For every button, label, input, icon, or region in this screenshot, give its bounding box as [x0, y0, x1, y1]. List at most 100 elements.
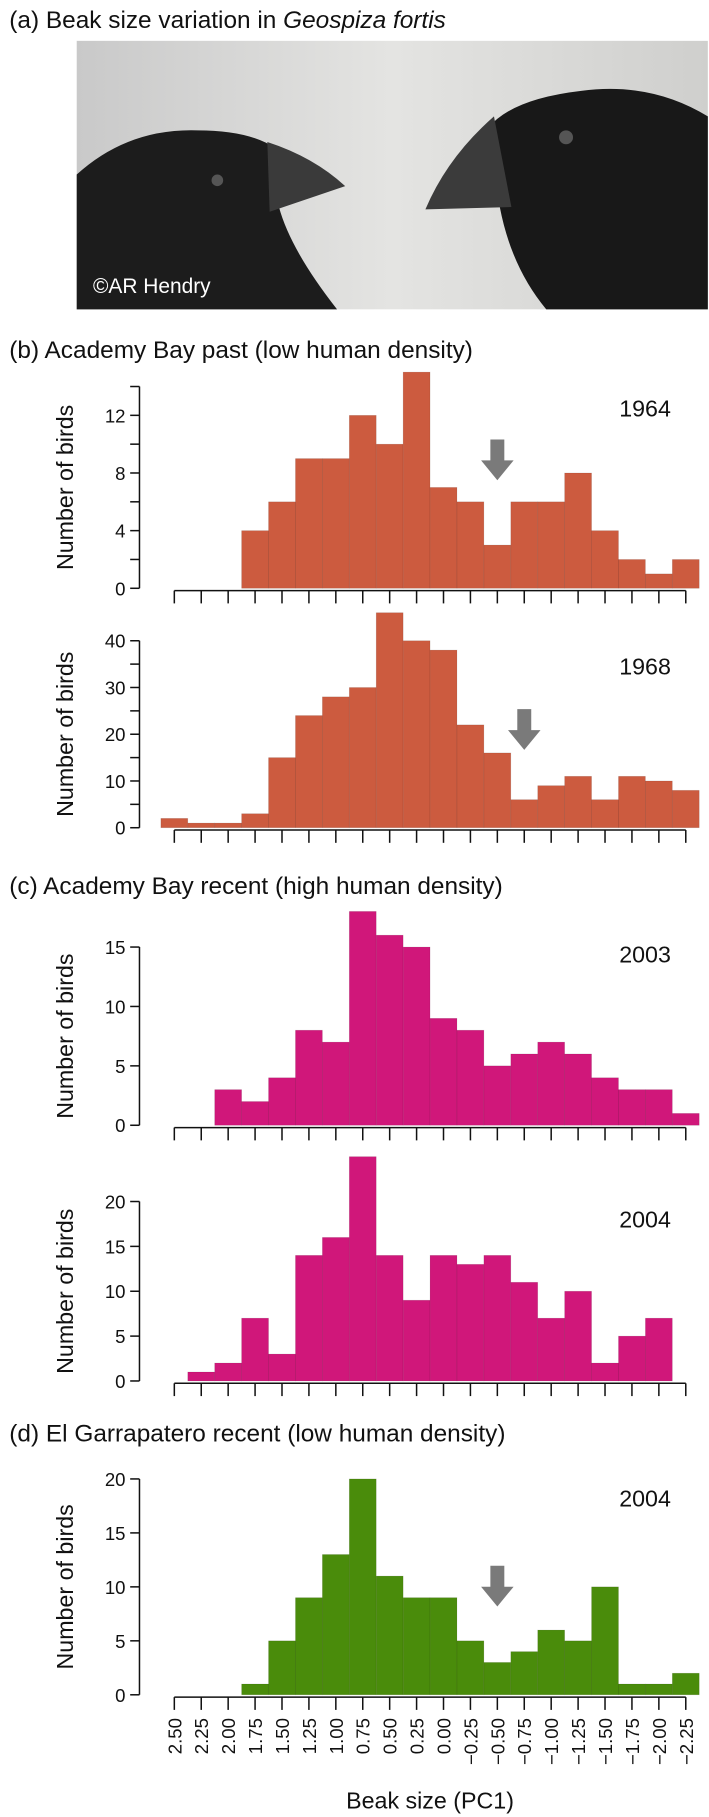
- x-tick-label: 1.00: [326, 1718, 347, 1754]
- x-tick-label: −2.00: [649, 1718, 670, 1765]
- bar: [322, 458, 350, 589]
- bar: [456, 724, 485, 829]
- bar: [241, 530, 269, 589]
- bar: [483, 752, 512, 829]
- y-tick-label: 30: [105, 677, 126, 698]
- y-tick-label: 10: [105, 1577, 126, 1598]
- bar: [402, 371, 431, 589]
- x-tick-label: 1.25: [299, 1718, 320, 1754]
- y-tick-label: 5: [115, 1326, 125, 1347]
- x-tick-label: 2.50: [164, 1718, 185, 1754]
- y-axis-label: Number of birds: [52, 1209, 78, 1374]
- bar: [483, 1662, 512, 1696]
- bar: [348, 1156, 377, 1382]
- bar: [348, 687, 377, 829]
- bar: [564, 1053, 592, 1126]
- bar: [591, 1077, 619, 1126]
- y-axis-label: Number of birds: [52, 405, 78, 570]
- y-tick-label: 0: [115, 578, 125, 599]
- x-tick-label: −1.75: [622, 1718, 643, 1765]
- y-tick-label: 0: [115, 1115, 125, 1136]
- bar: [537, 785, 565, 829]
- arrow: [481, 1565, 514, 1607]
- bar: [241, 1317, 269, 1382]
- y-tick-label: 10: [105, 996, 126, 1017]
- beak-left: [267, 141, 346, 212]
- y-tick-label: 15: [105, 937, 126, 958]
- bar: [645, 780, 673, 829]
- bar: [375, 934, 404, 1126]
- y-tick-label: 10: [105, 771, 126, 792]
- x-tick-label: −1.50: [595, 1718, 616, 1765]
- bar: [456, 1640, 485, 1696]
- bar: [618, 1335, 646, 1382]
- bar: [429, 487, 458, 589]
- section-heading: (d) El Garrapatero recent (low human den…: [9, 1420, 505, 1447]
- bar: [429, 649, 458, 829]
- bar: [268, 501, 296, 589]
- photo: ©AR Hendry: [76, 40, 708, 310]
- bar: [214, 1089, 242, 1126]
- bar: [429, 1255, 458, 1382]
- bar: [618, 559, 646, 589]
- section-heading: (b) Academy Bay past (low human density): [9, 337, 473, 364]
- x-tick-label: 0.75: [353, 1718, 374, 1754]
- bar: [591, 530, 619, 589]
- bar: [268, 1640, 296, 1696]
- bar: [268, 1077, 296, 1126]
- bar: [241, 813, 269, 829]
- eye-right: [559, 130, 574, 145]
- bar: [295, 1255, 323, 1382]
- bar: [187, 1371, 216, 1382]
- bar: [483, 1065, 512, 1126]
- bar: [671, 559, 700, 589]
- bar: [510, 1053, 539, 1126]
- bar: [268, 757, 296, 829]
- y-tick-label: 5: [115, 1631, 125, 1652]
- bar: [671, 789, 700, 829]
- bar: [429, 1017, 458, 1126]
- bar: [375, 612, 404, 829]
- bar: [618, 1683, 646, 1696]
- bar: [564, 1290, 592, 1382]
- x-tick-label: −1.25: [568, 1718, 589, 1765]
- bar: [348, 414, 377, 589]
- bar: [591, 1586, 619, 1696]
- bar: [671, 1672, 700, 1696]
- y-tick-label: 0: [115, 1371, 125, 1392]
- year-label: 2003: [619, 942, 671, 968]
- y-tick-label: 20: [105, 724, 126, 745]
- y-tick-label: 20: [105, 1191, 126, 1212]
- y-tick-label: 5: [115, 1056, 125, 1077]
- bar: [537, 1317, 565, 1382]
- bar: [591, 799, 619, 829]
- y-tick-label: 0: [115, 1685, 125, 1706]
- x-tick-label: 1.75: [245, 1718, 266, 1754]
- x-tick-label: 0.00: [433, 1718, 454, 1754]
- bar: [591, 1362, 619, 1382]
- bar: [510, 799, 539, 829]
- bar: [295, 458, 323, 589]
- bar: [214, 822, 242, 829]
- bar: [456, 1029, 485, 1126]
- bar: [214, 1362, 242, 1382]
- year-label: 1964: [619, 395, 671, 421]
- year-label: 1968: [619, 653, 671, 679]
- x-tick-label: 0.25: [407, 1718, 428, 1754]
- x-tick-label: 0.50: [380, 1718, 401, 1754]
- bar: [671, 1113, 700, 1126]
- x-tick-label: −2.25: [676, 1718, 697, 1765]
- bar: [160, 818, 189, 829]
- bar: [645, 1683, 673, 1696]
- x-tick-label: −0.25: [460, 1718, 481, 1765]
- bar: [483, 1255, 512, 1382]
- y-tick-label: 20: [105, 1469, 126, 1490]
- photo-credit: ©AR Hendry: [93, 275, 211, 298]
- bar: [645, 1317, 673, 1382]
- y-tick-label: 40: [105, 631, 126, 652]
- bar: [295, 715, 323, 829]
- y-tick-label: 12: [105, 405, 126, 426]
- bar: [348, 1478, 377, 1696]
